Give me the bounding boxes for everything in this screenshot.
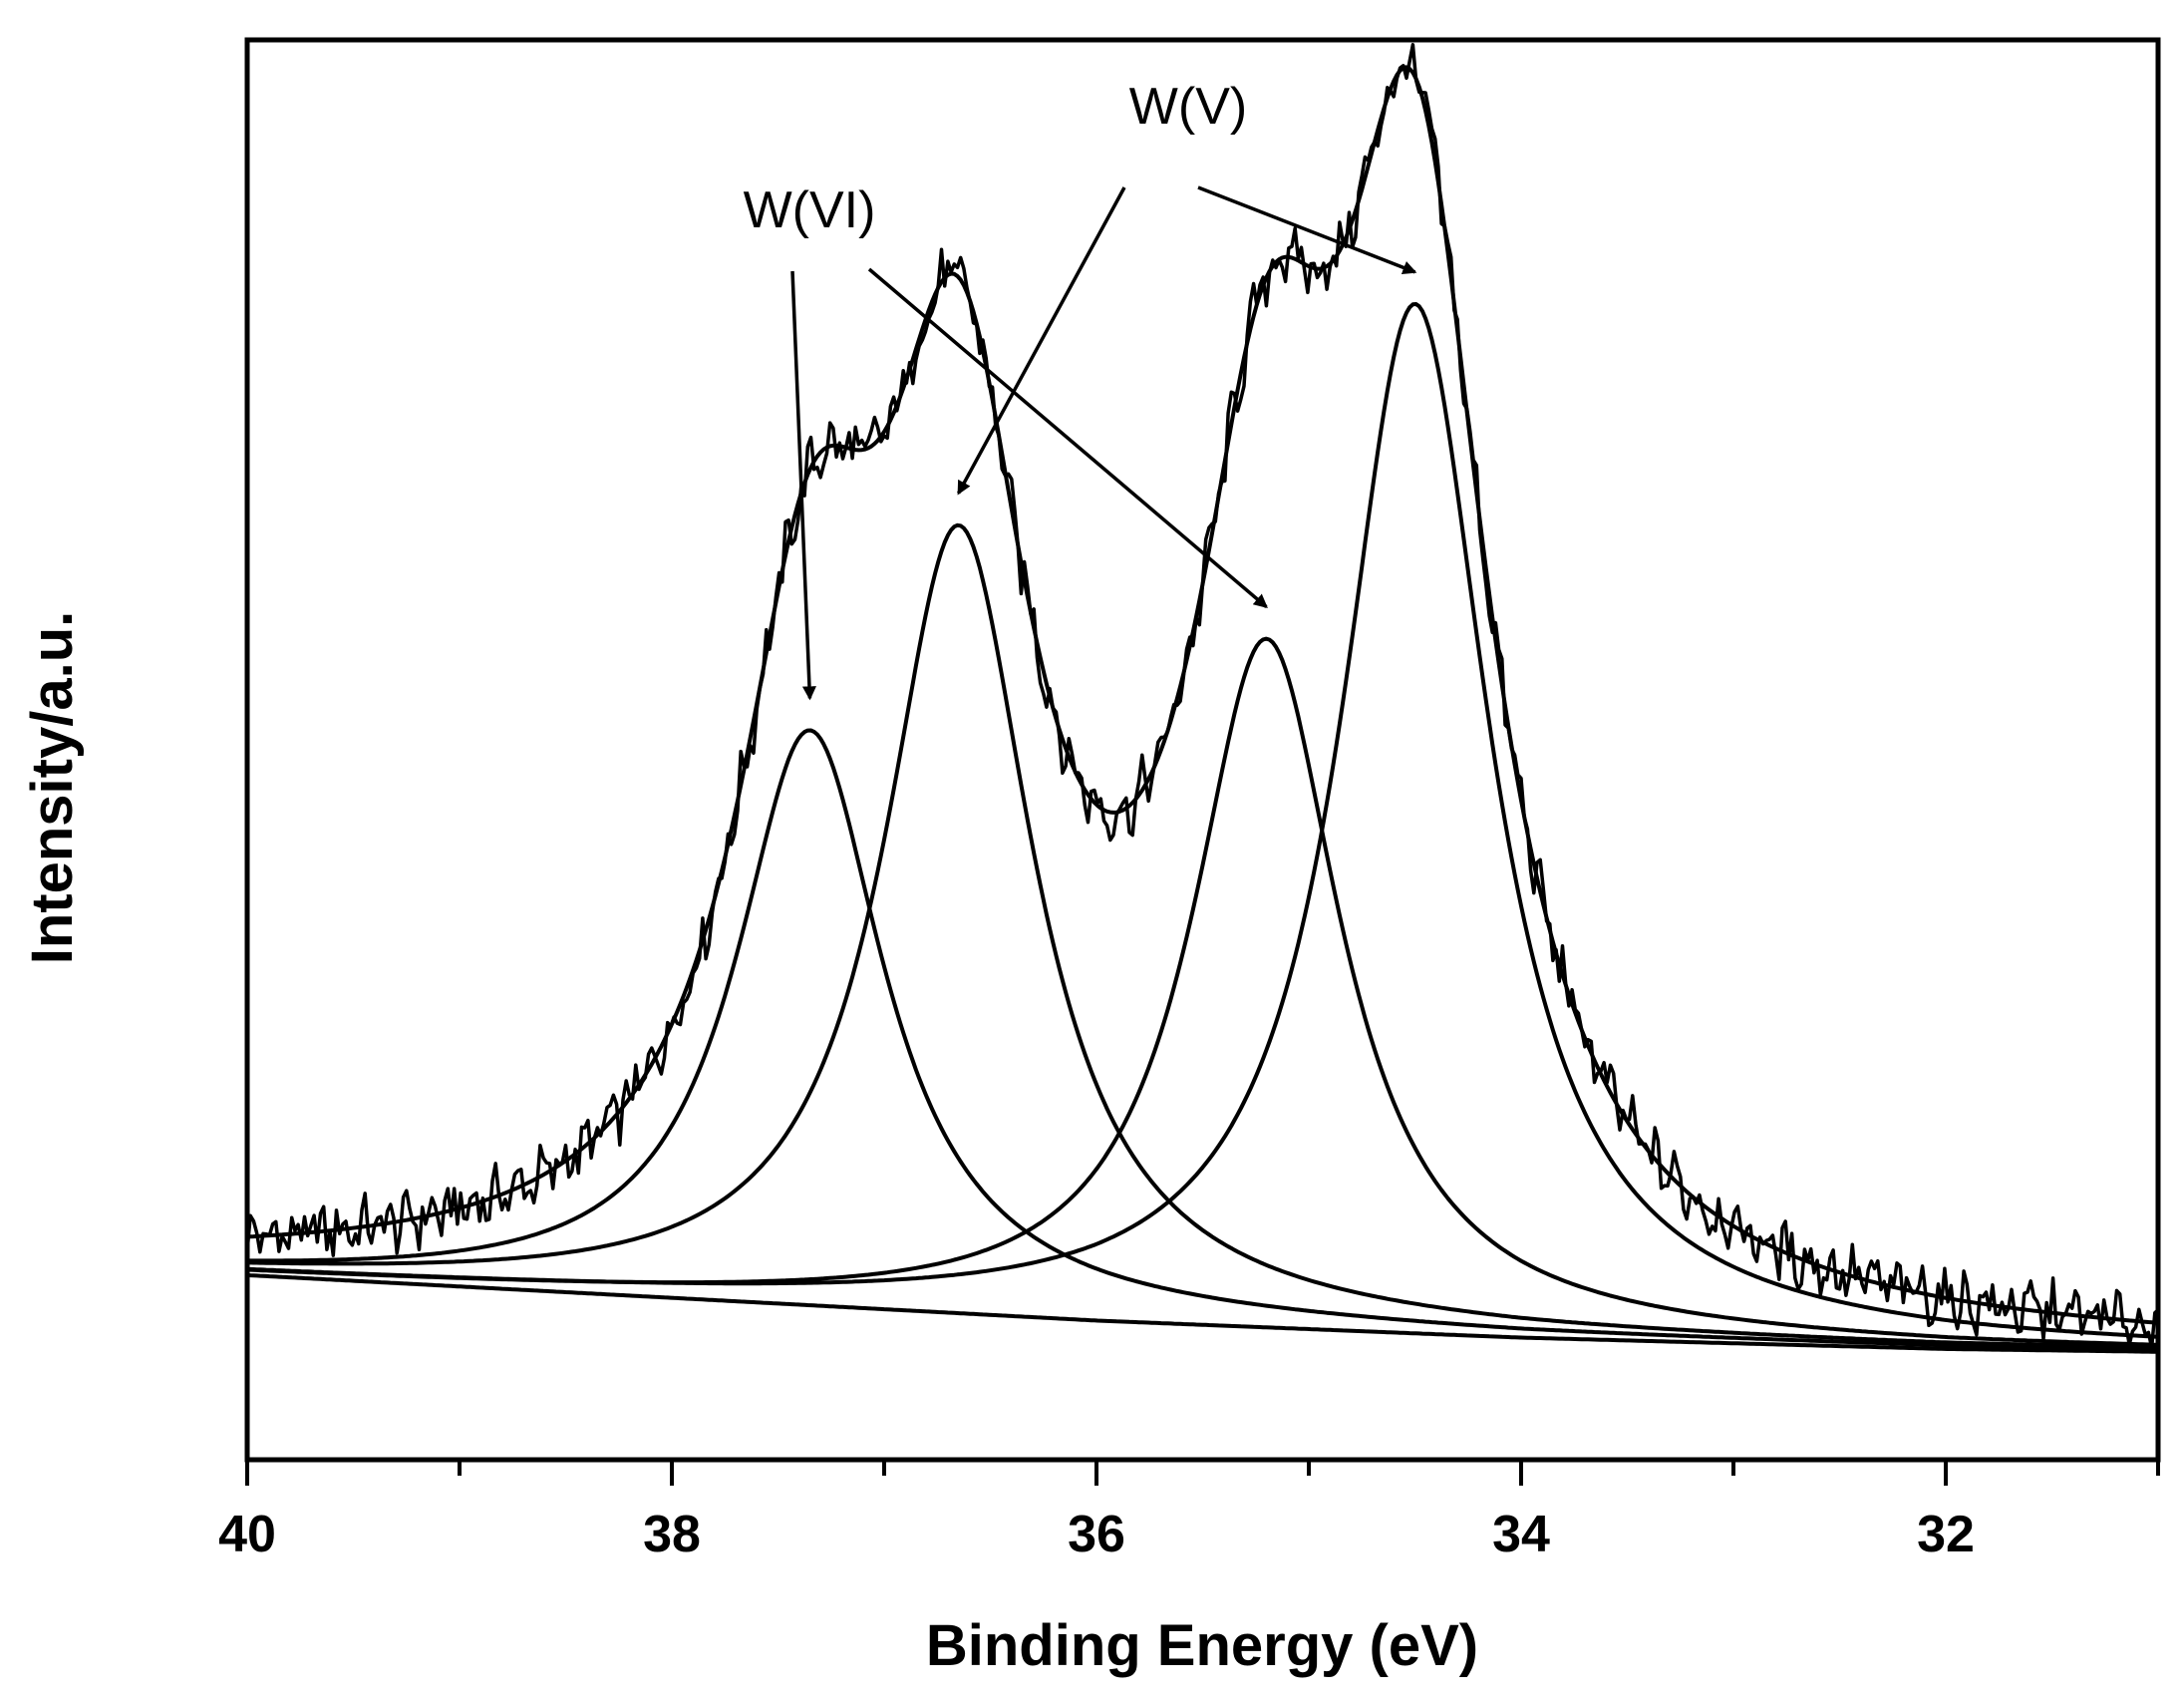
x-tick-label-40: 40 bbox=[218, 1506, 276, 1563]
x-tick-label-38: 38 bbox=[643, 1506, 701, 1563]
annotation-arrow-0-0 bbox=[790, 270, 816, 701]
fit-envelope bbox=[246, 65, 2159, 1325]
fitted-peak-3 bbox=[246, 636, 2159, 1347]
fitted-peak-2 bbox=[247, 522, 2158, 1350]
y-axis-label: Intensity/a.u. bbox=[20, 611, 85, 965]
plot-area bbox=[245, 43, 2160, 1354]
annotation-label-1: W(V) bbox=[1129, 78, 1247, 136]
x-axis-label: Binding Energy (eV) bbox=[926, 1613, 1478, 1678]
annotation-arrow-1-1 bbox=[1197, 185, 1417, 275]
fitted-peak-1 bbox=[247, 728, 2159, 1352]
fitted-peak-4 bbox=[246, 302, 2159, 1339]
raw-spectrum bbox=[245, 43, 2160, 1350]
background-line bbox=[246, 1272, 2159, 1354]
x-tick-label-32: 32 bbox=[1917, 1506, 1975, 1563]
x-tick-label-36: 36 bbox=[1068, 1506, 1125, 1563]
annotation-arrow-1-0 bbox=[957, 186, 1126, 496]
annotations: W(VI) W(V) bbox=[744, 78, 1417, 701]
x-tick-label-34: 34 bbox=[1492, 1506, 1550, 1563]
annotation-label-0: W(VI) bbox=[744, 181, 876, 239]
plot-frame bbox=[244, 37, 2161, 1463]
x-axis-ticks: 40 38 36 34 32 bbox=[218, 1460, 2160, 1563]
annotation-arrow-0-1 bbox=[867, 267, 1268, 608]
